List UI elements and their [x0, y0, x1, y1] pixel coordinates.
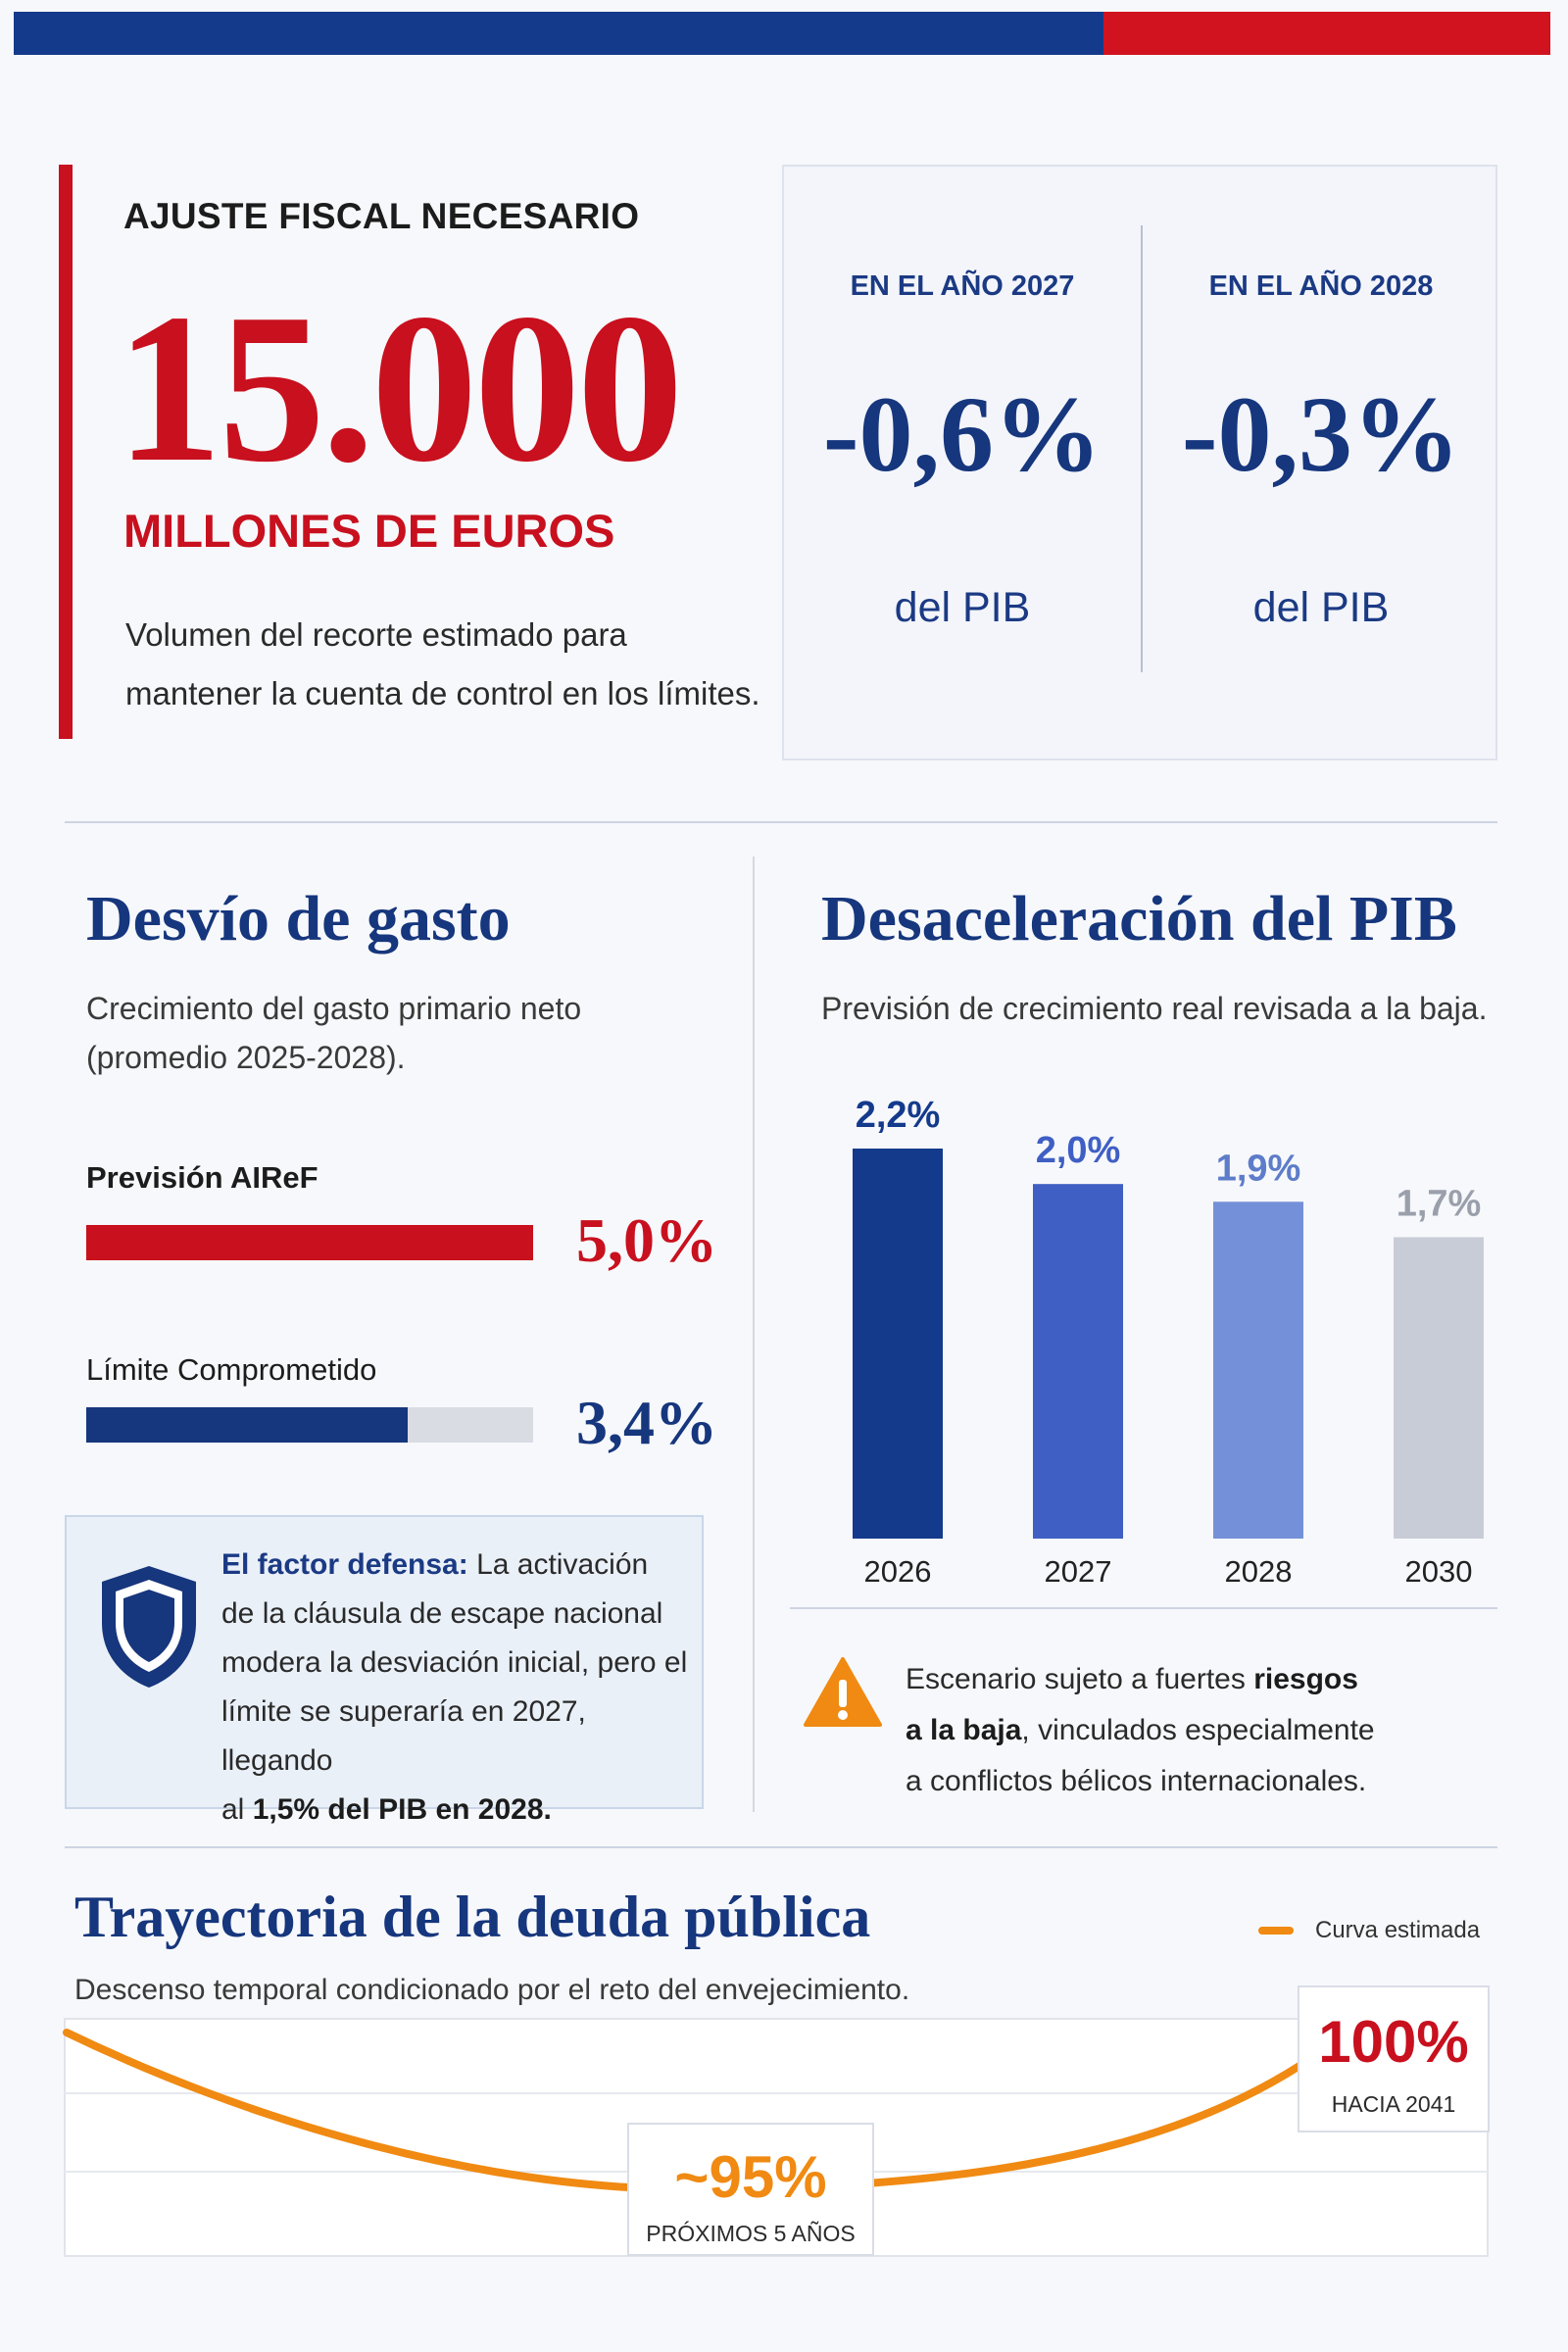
- section-divider-2: [65, 1846, 1497, 1848]
- gdp-value-label-2028: 1,9%: [1216, 1148, 1301, 1189]
- pib-sub-2027: del PIB: [894, 584, 1031, 631]
- pib-card-divider: [1141, 225, 1143, 672]
- pib-col-2027: EN EL AÑO 2027 -0,6% del PIB: [784, 167, 1141, 759]
- column-divider: [753, 857, 755, 1812]
- flag-bar-red: [1103, 12, 1550, 55]
- pib-label-2028: EN EL AÑO 2028: [1208, 270, 1434, 302]
- risk-line3: a conflictos bélicos internacionales.: [906, 1765, 1367, 1797]
- pib-impact-card: EN EL AÑO 2027 -0,6% del PIB EN EL AÑO 2…: [782, 165, 1497, 760]
- debt-title: Trayectoria de la deuda pública: [74, 1885, 871, 1949]
- gdp-bar-2027: [1033, 1184, 1123, 1539]
- adjustment-unit: MILLONES DE EUROS: [123, 505, 615, 557]
- bar-fill-airef: [86, 1225, 533, 1260]
- debt-low-callout: ~95% PRÓXIMOS 5 AÑOS: [627, 2123, 874, 2256]
- gdp-subtitle: Previsión de crecimiento real revisada a…: [821, 991, 1488, 1026]
- bar-label-limit: Límite Comprometido: [86, 1352, 377, 1387]
- gdp-category-label-2026: 2026: [864, 1554, 932, 1589]
- risk-note: Escenario sujeto a fuertes riesgos a la …: [906, 1654, 1454, 1807]
- gdp-bar-2030: [1394, 1237, 1484, 1539]
- debt-subtitle: Descenso temporal condicionado por el re…: [74, 1974, 910, 2006]
- gdp-category-label-2030: 2030: [1405, 1554, 1473, 1589]
- gdp-title: Desaceleración del PIB: [821, 883, 1457, 955]
- accent-bar: [59, 165, 73, 739]
- defense-text-5-pre: al: [221, 1793, 245, 1826]
- defense-note: El factor defensa: La activación de la c…: [65, 1515, 704, 1826]
- bar-track-airef: [86, 1225, 533, 1260]
- gdp-category-label-2028: 2028: [1225, 1554, 1293, 1589]
- bar-value-airef: 5,0%: [576, 1205, 717, 1275]
- pib-label-2027: EN EL AÑO 2027: [850, 270, 1075, 302]
- fiscal-adjustment-kicker: AJUSTE FISCAL NECESARIO: [123, 196, 640, 236]
- risk-line2-post: , vinculados especialmente: [1021, 1714, 1375, 1746]
- adjustment-amount: 15.000: [116, 270, 683, 507]
- pib-sub-2028: del PIB: [1252, 584, 1390, 631]
- risk-line1-strong: riesgos: [1253, 1663, 1358, 1695]
- pib-value-2028: -0,3%: [1181, 374, 1461, 494]
- flag-bar-blue: [14, 12, 1103, 55]
- defense-text: El factor defensa: La activación de la c…: [221, 1541, 692, 1835]
- legend-label: Curva estimada: [1315, 1917, 1481, 1943]
- gdp-growth-chart: 2,2% 2026 2,0% 2027 1,9% 2028 1,7% 2030: [853, 1095, 1484, 1589]
- spending-subtitle-line2: (promedio 2025-2028).: [86, 1040, 406, 1075]
- defense-text-2: de la cláusula de escape nacional: [221, 1597, 663, 1630]
- bar-label-airef: Previsión AIReF: [86, 1160, 318, 1195]
- risk-line1-pre: Escenario sujeto a fuertes: [906, 1663, 1246, 1695]
- adjustment-description-line1: Volumen del recorte estimado para: [125, 616, 627, 653]
- gdp-bar-2028: [1213, 1201, 1303, 1539]
- debt-high-value: 100%: [1318, 2009, 1469, 2075]
- bar-value-limit: 3,4%: [576, 1388, 717, 1457]
- warning-icon: [804, 1657, 882, 1727]
- defense-text-4: límite se superaría en 2027, llegando: [221, 1695, 586, 1777]
- debt-legend: Curva estimada: [1258, 1917, 1480, 1944]
- debt-low-value: ~95%: [674, 2144, 827, 2210]
- shield-icon: [102, 1566, 196, 1688]
- adjustment-description: Volumen del recorte estimado para manten…: [125, 606, 811, 723]
- gdp-bar-2026: [853, 1149, 943, 1539]
- adjustment-description-line2: mantener la cuenta de control en los lím…: [125, 675, 760, 711]
- bar-fill-limit: [86, 1407, 409, 1443]
- spending-subtitle: Crecimiento del gasto primario neto (pro…: [86, 984, 713, 1082]
- risk-line2-strong: a la baja: [906, 1714, 1022, 1746]
- gdp-value-label-2027: 2,0%: [1036, 1130, 1121, 1171]
- bar-track-limit: [86, 1407, 533, 1443]
- debt-high-caption: HACIA 2041: [1331, 2091, 1456, 2117]
- gdp-category-label-2027: 2027: [1045, 1554, 1112, 1589]
- pib-value-2027: -0,6%: [822, 374, 1102, 494]
- legend-swatch: [1258, 1927, 1294, 1935]
- flag-bar: [14, 12, 1550, 55]
- pib-col-2028: EN EL AÑO 2028 -0,3% del PIB: [1143, 167, 1499, 759]
- defense-lead: El factor defensa:: [221, 1548, 468, 1581]
- spending-title: Desvío de gasto: [86, 883, 511, 955]
- section-divider-1: [65, 821, 1497, 823]
- spending-subtitle-line1: Crecimiento del gasto primario neto: [86, 991, 582, 1026]
- defense-text-1: La activación: [476, 1548, 649, 1581]
- debt-low-caption: PRÓXIMOS 5 AÑOS: [646, 2221, 856, 2246]
- debt-high-callout: 100% HACIA 2041: [1298, 1985, 1490, 2132]
- defense-text-5-strong: 1,5% del PIB en 2028.: [252, 1793, 552, 1826]
- gdp-value-label-2030: 1,7%: [1396, 1183, 1482, 1224]
- defense-text-3: modera la desviación inicial, pero el: [221, 1646, 688, 1679]
- chart-baseline-divider: [790, 1607, 1497, 1609]
- gdp-value-label-2026: 2,2%: [856, 1095, 941, 1136]
